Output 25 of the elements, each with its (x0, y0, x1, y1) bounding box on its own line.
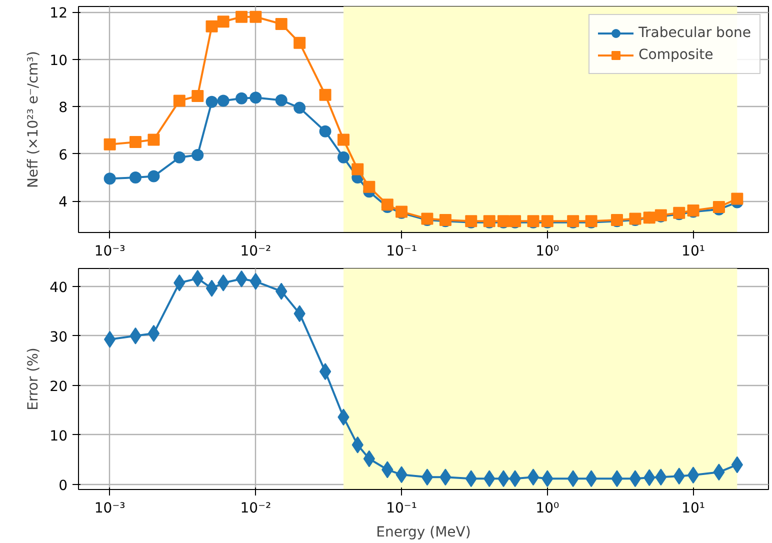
x-tick-label: 10¹ (682, 500, 705, 516)
x-tick-label: 10⁰ (536, 500, 560, 516)
y-tick-label: 8 (58, 100, 68, 116)
x-tick-label: 10⁻¹ (386, 500, 417, 516)
x-tick-label: 10⁻² (240, 500, 272, 516)
x-tick-label: 10⁻² (240, 244, 272, 260)
legend-label: Composite (638, 47, 714, 63)
x-axis-title: Energy (MeV) (376, 524, 471, 540)
y-tick-label: 10 (50, 52, 68, 69)
y-tick-label: 20 (50, 378, 68, 395)
x-tick-label: 10⁻¹ (386, 244, 417, 260)
y-tick-label: 40 (50, 280, 68, 296)
y-axis-title: Neff (×10²³ e⁻/cm³) (26, 50, 42, 188)
y-tick-label: 10 (50, 428, 68, 444)
x-tick-label: 10⁰ (536, 244, 560, 260)
y-tick-label: 0 (58, 478, 68, 494)
x-tick-label: 10⁻³ (94, 500, 126, 516)
y-tick-label: 12 (50, 6, 68, 22)
y-tick-label: 4 (58, 194, 68, 211)
x-tick-label: 10⁻³ (94, 244, 126, 260)
y-tick-label: 30 (50, 329, 68, 346)
y-tick-label: 6 (58, 147, 68, 164)
x-tick-label: 10¹ (682, 244, 705, 260)
y-axis-title: Error (%) (26, 348, 42, 410)
legend-label: Trabecular bone (638, 25, 751, 41)
